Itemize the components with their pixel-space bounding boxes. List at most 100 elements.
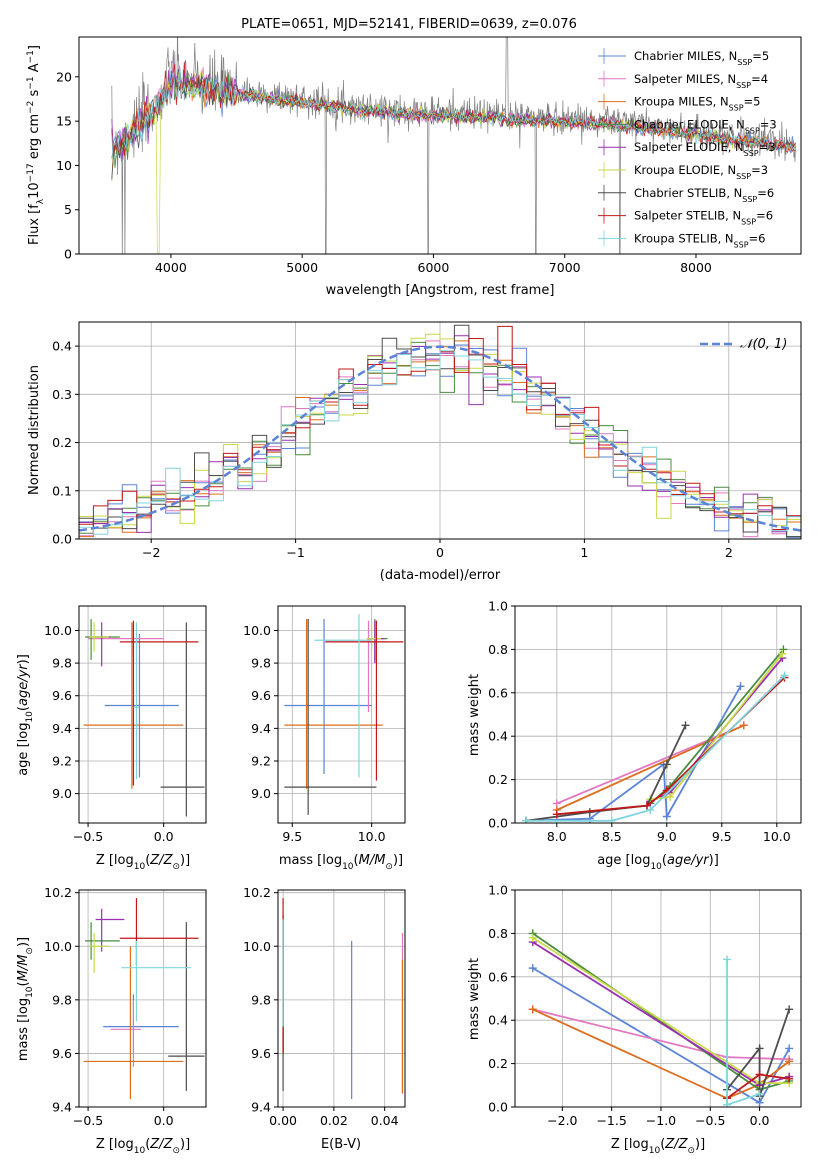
errorbar-marker bbox=[83, 946, 184, 1099]
errorbar-marker bbox=[160, 622, 205, 817]
residuals-plot-area bbox=[79, 324, 801, 539]
errorbar-marker bbox=[168, 922, 205, 1091]
y-tick-label: 9.0 bbox=[52, 786, 72, 801]
x-tick-label: 5000 bbox=[286, 260, 318, 275]
weight-point-marker bbox=[662, 812, 671, 821]
y-tick-label: 9.2 bbox=[251, 754, 271, 769]
legend-label: Kroupa STELIB, NSSP=6 bbox=[634, 231, 765, 249]
y-tick-label: 9.0 bbox=[251, 786, 271, 801]
weight-point-marker bbox=[646, 805, 655, 814]
x-tick-label: 8.0 bbox=[547, 829, 567, 844]
x-tick-label: 0.0 bbox=[154, 1113, 174, 1128]
y-tick-label: 0.2 bbox=[488, 772, 508, 787]
x-tick-label: 1 bbox=[580, 545, 588, 560]
weight-point-marker bbox=[723, 955, 732, 964]
axes-frame bbox=[78, 605, 207, 824]
y-tick-label: 0.0 bbox=[488, 816, 508, 831]
weight-point-marker bbox=[607, 816, 616, 823]
weight-point-marker bbox=[779, 645, 788, 654]
y-tick-label: 9.8 bbox=[52, 656, 72, 671]
y-axis-label: age [log10(age/yr)] bbox=[16, 654, 35, 776]
x-tick-label: −1.0 bbox=[646, 1113, 676, 1128]
x-tick-label: 10.0 bbox=[763, 829, 791, 844]
y-tick-label: 9.4 bbox=[52, 721, 72, 736]
y-tick-label: 9.4 bbox=[251, 1100, 271, 1115]
errorbar-marker bbox=[284, 619, 383, 789]
legend-label: Salpeter MILES, NSSP=4 bbox=[634, 72, 768, 90]
x-tick-label: 8.5 bbox=[602, 829, 622, 844]
errorbar-marker bbox=[89, 622, 110, 652]
x-axis-label: Z [log10(Z/Z⊙)] bbox=[611, 1137, 705, 1156]
y-tick-label: 10 bbox=[56, 158, 72, 173]
weight-vs-age-frame: 8.0 8.5 9.0 9.5 10.0 0.0 0.2 0.4 0.6 0.8 1.0 bbox=[488, 599, 802, 844]
errorbar-marker bbox=[95, 908, 125, 952]
mass-vs-ebv-plot-area bbox=[282, 898, 404, 1099]
x-axis-label: (data-model)/error bbox=[380, 568, 501, 583]
errorbar-marker bbox=[121, 940, 191, 1022]
x-tick-label: 6000 bbox=[418, 260, 450, 275]
spectrum-legend: Chabrier MILES, NSSP=5 Salpeter MILES, NS… bbox=[598, 48, 777, 249]
y-tick-label: 0.0 bbox=[52, 532, 72, 547]
errorbar-marker bbox=[284, 619, 377, 815]
legend-label: Salpeter STELIB, NSSP=6 bbox=[634, 209, 773, 227]
x-tick-label: −0.5 bbox=[695, 1113, 725, 1128]
x-tick-label: 4000 bbox=[155, 260, 187, 275]
y-tick-label: 0.8 bbox=[488, 642, 508, 657]
errorbar-marker bbox=[133, 622, 140, 779]
y-tick-label: 0.6 bbox=[488, 969, 508, 984]
y-tick-label: 10.0 bbox=[243, 623, 271, 638]
errorbar-marker bbox=[325, 620, 404, 781]
weight-point-marker bbox=[528, 1005, 537, 1014]
y-tick-label: 0.4 bbox=[488, 729, 508, 744]
y-tick-label: 0 bbox=[64, 247, 72, 262]
axes-frame bbox=[277, 889, 406, 1108]
y-axis-label: mass [log10(M/M⊙)] bbox=[16, 937, 35, 1061]
weight-point-marker bbox=[739, 721, 748, 730]
y-axis-label: Normed distribution bbox=[27, 365, 42, 495]
x-tick-label: 0.02 bbox=[320, 1113, 348, 1128]
x-tick-label: 9.0 bbox=[657, 829, 677, 844]
x-axis-label: E(B-V) bbox=[321, 1137, 361, 1152]
mass-vs-Z-frame: −0.5 0.0 9.4 9.6 9.8 10.0 10.2 bbox=[44, 885, 207, 1128]
errorbar-marker bbox=[85, 619, 120, 660]
y-tick-label: 9.8 bbox=[251, 656, 271, 671]
x-tick-label: 0.04 bbox=[371, 1113, 399, 1128]
weight-point-marker bbox=[755, 1070, 764, 1079]
legend-label: Kroupa ELODIE, NSSP=3 bbox=[634, 163, 768, 181]
weight-series-line bbox=[526, 674, 786, 822]
y-tick-label: 10.2 bbox=[243, 885, 271, 900]
weight-point-marker bbox=[755, 1089, 764, 1098]
y-axis-label: mass weight bbox=[467, 674, 482, 756]
axes-frame bbox=[514, 605, 802, 824]
y-tick-label: 10.0 bbox=[44, 939, 72, 954]
errorbar-marker bbox=[103, 994, 179, 1054]
legend-label: Kroupa MILES, NSSP=5 bbox=[634, 95, 760, 113]
y-tick-label: 15 bbox=[56, 114, 72, 129]
spectrum-plot-area bbox=[111, 37, 796, 254]
weight-vs-Z-plot-area bbox=[528, 929, 794, 1107]
legend-label: Salpeter ELODIE, NSSP=3 bbox=[634, 140, 776, 158]
weight-series-line bbox=[556, 724, 745, 805]
y-tick-label: 1.0 bbox=[488, 599, 508, 614]
errorbar-marker bbox=[366, 619, 388, 660]
y-axis-label: mass weight bbox=[467, 958, 482, 1040]
y-tick-label: 9.6 bbox=[251, 688, 271, 703]
mass-vs-Z-axes bbox=[79, 890, 206, 1108]
legend-label: Chabrier ELODIE, NSSP=3 bbox=[634, 117, 777, 135]
x-tick-label: −1 bbox=[286, 545, 304, 560]
x-axis-label: mass [log10(M/M⊙)] bbox=[279, 853, 403, 872]
age-vs-mass-plot-area bbox=[284, 614, 404, 815]
weight-point-marker bbox=[723, 1100, 732, 1107]
weight-point-marker bbox=[552, 810, 561, 819]
weight-series-line bbox=[556, 724, 745, 811]
y-tick-label: 0.0 bbox=[488, 1100, 508, 1115]
y-tick-label: 9.2 bbox=[52, 754, 72, 769]
errorbar-marker bbox=[85, 922, 120, 960]
axes-frame bbox=[277, 605, 406, 824]
y-tick-label: 0.6 bbox=[488, 685, 508, 700]
x-tick-label: 8000 bbox=[680, 260, 712, 275]
normal-reference-curve bbox=[79, 345, 801, 532]
errorbar-marker bbox=[324, 620, 388, 713]
legend-label: 𝒩(0, 1) bbox=[740, 337, 787, 352]
weight-vs-Z-frame: −2.0 −1.5 −1.0 −0.5 0.0 0.0 0.2 0.4 0.6 0.8 1.0 bbox=[488, 883, 802, 1128]
